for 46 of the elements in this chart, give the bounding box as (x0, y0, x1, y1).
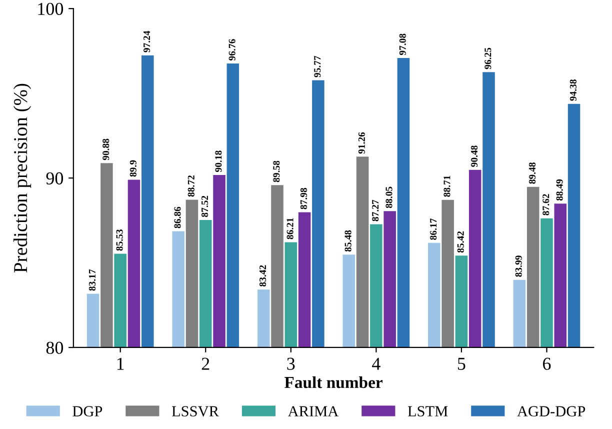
x-axis-title: Fault number (284, 376, 382, 388)
data-label: 87.62 (542, 194, 550, 216)
data-label: 86.17 (430, 218, 437, 240)
legend-label: ARIMA (288, 406, 339, 416)
data-label: 90.88 (102, 138, 110, 160)
data-label: 88.71 (444, 176, 450, 197)
data-label: 88.05 (386, 186, 392, 208)
data-label: 85.42 (457, 231, 464, 253)
data-label: 89.9 (130, 160, 136, 177)
x-tick-label: 4 (372, 358, 380, 370)
legend-label: AGD-DGP (517, 406, 586, 416)
data-label: 97.08 (399, 34, 406, 56)
legend-label: LSTM (408, 406, 448, 416)
data-label: 94.38 (570, 79, 576, 101)
data-label: 90.48 (470, 146, 478, 167)
legend-label: DGP (72, 406, 102, 416)
data-label: 83.99 (515, 256, 522, 277)
x-tick-label: 1 (117, 358, 124, 370)
x-tick-label: 5 (458, 358, 466, 370)
data-label: 83.42 (259, 265, 266, 286)
data-label: 91.26 (358, 132, 366, 154)
data-label: 85.53 (116, 229, 123, 251)
data-label: 88.49 (556, 179, 563, 201)
data-label: 83.17 (88, 269, 96, 291)
data-label: 90.18 (215, 150, 222, 172)
data-label: 95.77 (314, 56, 321, 78)
data-label: 96.76 (228, 39, 236, 60)
data-label: 85.48 (344, 230, 352, 252)
data-label: 89.58 (273, 160, 280, 182)
data-label: 86.21 (286, 218, 294, 240)
data-label: 97.24 (144, 30, 150, 52)
legend-label: LSSVR (172, 406, 219, 417)
data-label: 88.72 (188, 175, 194, 197)
data-label: 87.27 (372, 200, 379, 222)
y-tick-label: 100 (38, 2, 64, 16)
x-tick-label: 2 (202, 358, 210, 370)
data-label: 87.98 (300, 188, 308, 210)
data-label: 89.48 (528, 162, 536, 184)
data-label: 86.86 (174, 206, 181, 228)
y-axis-title: Prediction precision (%) (13, 84, 32, 273)
x-tick-label: 6 (543, 358, 551, 370)
x-tick-label: 3 (287, 358, 295, 370)
y-tick-label: 90 (46, 172, 64, 184)
y-tick-label: 80 (46, 342, 64, 354)
data-label: 96.25 (484, 48, 492, 70)
data-label: 87.52 (201, 196, 208, 217)
